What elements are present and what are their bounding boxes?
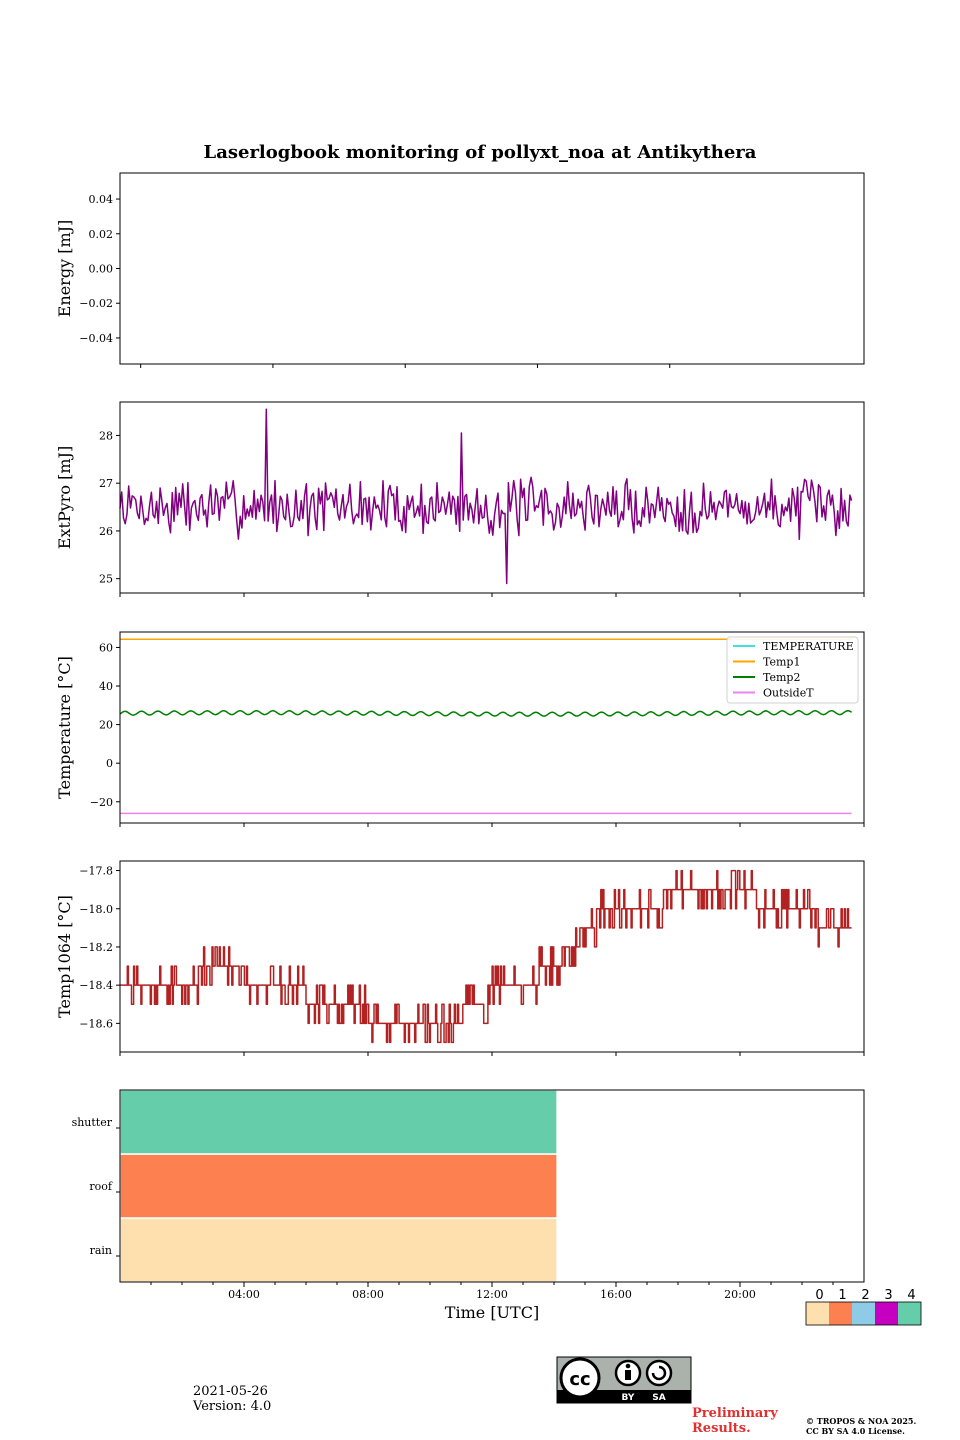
panel-energy: −0.04 −0.02 0.00 0.02 0.04 Energy [mJ] bbox=[55, 172, 865, 368]
panel-0-ytick-label: −0.02 bbox=[79, 297, 113, 310]
panel-1-ytick-label: 26 bbox=[99, 525, 113, 538]
sa-icon bbox=[645, 1359, 673, 1387]
panel-3-ytick-label: −18.0 bbox=[79, 903, 113, 916]
panel-0-ytick-label: 0.02 bbox=[89, 228, 114, 241]
preliminary-note: Preliminary Results. bbox=[692, 1406, 778, 1436]
legend-box bbox=[726, 636, 859, 704]
copyright-note: © TROPOS & NOA 2025. CC BY SA 4.0 Licens… bbox=[806, 1416, 916, 1436]
figure-title: Laserlogbook monitoring of pollyxt_noa a… bbox=[204, 142, 757, 163]
panel-3-ytick-label: −18.4 bbox=[79, 979, 113, 992]
panel-temperature: −20 0 20 40 60 Temperature [°C] TEMPERATURE Tem… bbox=[55, 631, 865, 827]
footer-version: Version: 4.0 bbox=[193, 1399, 272, 1414]
x-tick-label: 12:00 bbox=[476, 1288, 508, 1301]
panel-0-ytick-label: −0.04 bbox=[79, 332, 113, 345]
colorbar-label-1: 1 bbox=[838, 1288, 846, 1303]
panel-0-ytick-label: 0.04 bbox=[89, 193, 114, 206]
footer-date: 2021-05-26 bbox=[193, 1384, 268, 1399]
preliminary-line2: Results. bbox=[692, 1421, 751, 1436]
panel-3-ytick-label: −17.8 bbox=[79, 865, 113, 878]
cc-icon bbox=[559, 1357, 601, 1399]
legend-label-outsidet: OutsideT bbox=[763, 687, 814, 700]
by-icon-head bbox=[625, 1363, 631, 1369]
panel-2-ylabel: Temperature [°C] bbox=[55, 656, 74, 799]
colorbar-swatch-1 bbox=[829, 1302, 852, 1325]
panel-extpyro: 25 26 27 28 ExtPyro [mJ] bbox=[55, 401, 865, 597]
sa-icon-arrow bbox=[651, 1365, 667, 1381]
flag-row-label-rain: rain bbox=[90, 1244, 112, 1257]
panel-temp1064: −18.6 −18.4 −18.2 −18.0 −17.8 Temp1064 [°C] bbox=[55, 860, 865, 1056]
panel-1-frame bbox=[119, 401, 865, 594]
copyright-line2: CC BY SA 4.0 License. bbox=[806, 1426, 905, 1436]
colorbar-swatch-4 bbox=[898, 1302, 921, 1325]
panel-2-ytick-label: 40 bbox=[99, 680, 113, 693]
panel-2-ytick-label: 60 bbox=[99, 641, 113, 654]
panel-1-ytick-label: 28 bbox=[99, 429, 113, 442]
copyright-line1: © TROPOS & NOA 2025. bbox=[806, 1416, 917, 1426]
flag-row-label-shutter: shutter bbox=[72, 1116, 113, 1129]
temp1064-series-line bbox=[120, 869, 852, 1044]
x-tick-label: 16:00 bbox=[600, 1288, 632, 1301]
temperature-legend: TEMPERATURE Temp1 Temp2 OutsideT bbox=[726, 636, 859, 704]
footer-date-version: 2021-05-26 Version: 4.0 bbox=[193, 1384, 271, 1414]
panel-1-ytick-label: 27 bbox=[99, 477, 113, 490]
flag-segment-rain bbox=[119, 1217, 558, 1283]
by-icon-body bbox=[625, 1370, 631, 1380]
panel-0-ylabel: Energy [mJ] bbox=[55, 220, 74, 318]
series-line-temp2 bbox=[119, 709, 853, 717]
x-tick-label: 04:00 bbox=[228, 1288, 260, 1301]
panel-1-ylabel: ExtPyro [mJ] bbox=[55, 446, 74, 549]
panel-0-ytick-label: 0.00 bbox=[89, 263, 114, 276]
colorbar-label-3: 3 bbox=[884, 1288, 892, 1303]
flag-row-label-roof: roof bbox=[89, 1180, 113, 1193]
colorbar-frame bbox=[805, 1301, 922, 1326]
extpyro-series-line bbox=[119, 408, 853, 585]
legend-label-temp2: Temp2 bbox=[763, 671, 800, 684]
panel-3-ytick-label: −18.6 bbox=[79, 1017, 113, 1030]
panel-3-ylabel: Temp1064 [°C] bbox=[55, 895, 74, 1018]
panel-2-ytick-label: −20 bbox=[90, 796, 113, 809]
panel-1-ytick-label: 25 bbox=[99, 573, 113, 586]
panel-3-ytick-label: −18.2 bbox=[79, 941, 113, 954]
flag-segment-shutter bbox=[119, 1089, 558, 1155]
x-tick-label: 20:00 bbox=[724, 1288, 756, 1301]
colorbar-label-2: 2 bbox=[861, 1288, 869, 1303]
colorbar-swatch-2 bbox=[852, 1302, 875, 1325]
legend-label-temp1: Temp1 bbox=[763, 656, 800, 669]
colorbar-label-4: 4 bbox=[907, 1288, 915, 1303]
colorbar-swatch-0 bbox=[806, 1302, 829, 1325]
panel-2-ytick-label: 0 bbox=[106, 757, 113, 770]
preliminary-line1: Preliminary bbox=[692, 1406, 778, 1421]
panel-flags: shutter roof rain 04:00 08:00 12:00 16:00 20:00 bbox=[72, 1089, 865, 1301]
panel-0-frame bbox=[119, 172, 865, 365]
cc-license-badge: cc BY SA bbox=[556, 1356, 692, 1404]
cc-icon-text: cc bbox=[569, 1369, 590, 1390]
badge-by-text: BY bbox=[622, 1393, 635, 1403]
flag-segment-roof bbox=[119, 1153, 558, 1219]
badge-sa-text: SA bbox=[652, 1393, 665, 1403]
legend-label-temperature: TEMPERATURE bbox=[763, 640, 854, 653]
x-tick-label: 08:00 bbox=[352, 1288, 384, 1301]
colorbar-swatch-3 bbox=[875, 1302, 898, 1325]
panel-2-ytick-label: 20 bbox=[99, 719, 113, 732]
colorbar-label-0: 0 bbox=[815, 1288, 823, 1303]
x-axis-label: Time [UTC] bbox=[445, 1303, 539, 1322]
